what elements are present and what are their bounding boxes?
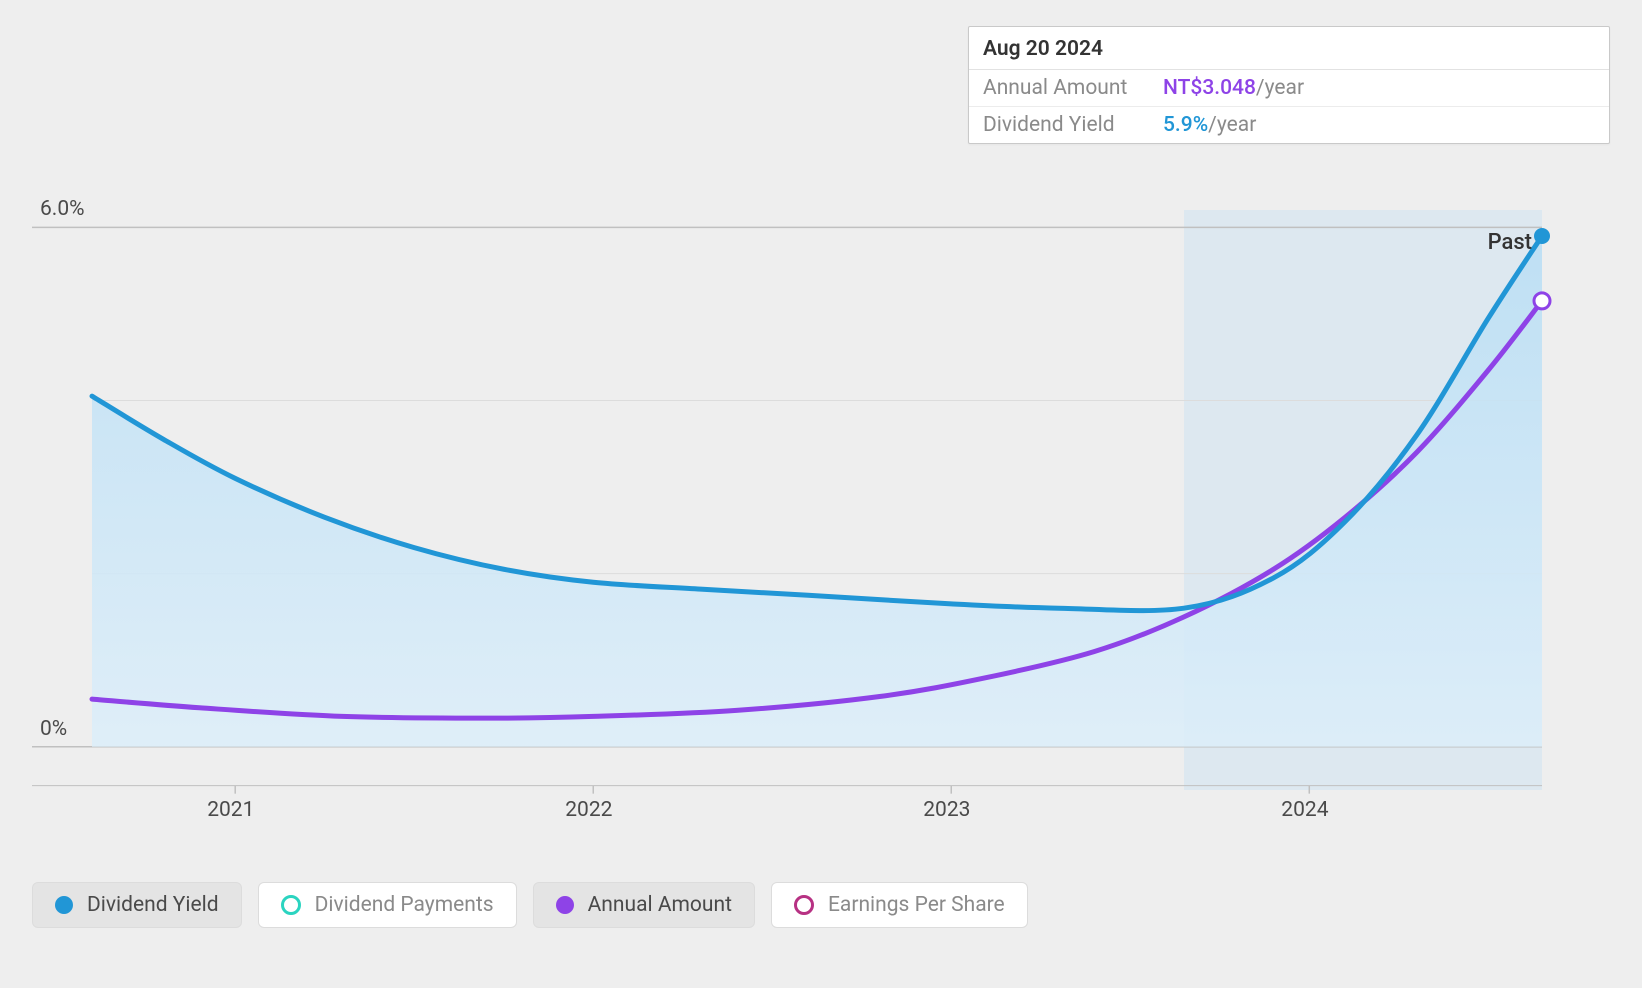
legend-label: Annual Amount	[588, 893, 732, 917]
tooltip-label: Annual Amount	[983, 76, 1163, 100]
circle-icon	[55, 896, 73, 914]
legend-item-annual-amount[interactable]: Annual Amount	[533, 882, 755, 928]
y-tick-label: 6.0%	[40, 197, 85, 221]
x-tick-label: 2023	[923, 798, 970, 822]
legend-label: Dividend Yield	[87, 893, 219, 917]
tooltip-value: 5.9%/year	[1163, 113, 1256, 137]
tooltip: Aug 20 2024 Annual Amount NT$3.048/year …	[968, 26, 1610, 144]
tooltip-value: NT$3.048/year	[1163, 76, 1304, 100]
x-tick-label: 2021	[207, 798, 254, 822]
legend-item-dividend-payments[interactable]: Dividend Payments	[258, 882, 517, 928]
x-tick-label: 2024	[1281, 798, 1328, 822]
chart-container: Past 0% 6.0% 2021 2022 2023 2024 Aug 20 2024 …	[0, 0, 1642, 988]
svg-text:Past: Past	[1488, 230, 1532, 255]
tooltip-row-annual-amount: Annual Amount NT$3.048/year	[969, 70, 1609, 107]
circle-icon	[556, 896, 574, 914]
legend-label: Earnings Per Share	[828, 893, 1005, 917]
tooltip-date: Aug 20 2024	[969, 27, 1609, 70]
y-tick-label: 0%	[40, 717, 67, 741]
tooltip-label: Dividend Yield	[983, 113, 1163, 137]
legend-item-dividend-yield[interactable]: Dividend Yield	[32, 882, 242, 928]
legend: Dividend Yield Dividend Payments Annual …	[32, 882, 1028, 928]
legend-item-earnings-per-share[interactable]: Earnings Per Share	[771, 882, 1028, 928]
circle-icon	[794, 895, 814, 915]
legend-label: Dividend Payments	[315, 893, 494, 917]
chart-svg: Past	[0, 0, 1642, 988]
x-tick-label: 2022	[565, 798, 612, 822]
tooltip-row-dividend-yield: Dividend Yield 5.9%/year	[969, 107, 1609, 143]
circle-icon	[281, 895, 301, 915]
